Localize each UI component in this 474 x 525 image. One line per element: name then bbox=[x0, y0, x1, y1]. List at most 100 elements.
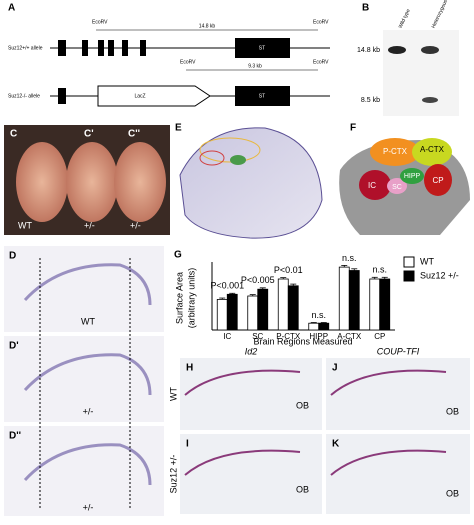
x-tick-label: CP bbox=[374, 332, 385, 341]
panel-e: E bbox=[175, 123, 323, 239]
lane-label: Heterozygous bbox=[431, 0, 450, 29]
y-axis-label: Surface Area bbox=[174, 272, 184, 324]
size-label: 8.5 kb bbox=[361, 97, 380, 104]
annotation: n.s. bbox=[372, 265, 387, 275]
band bbox=[388, 46, 406, 54]
region-outline bbox=[230, 155, 246, 165]
panel-label: F bbox=[350, 123, 356, 134]
exon bbox=[58, 88, 66, 104]
panel-label: B bbox=[362, 3, 369, 14]
region-label: SC bbox=[392, 184, 402, 191]
band bbox=[421, 46, 439, 54]
genotype: WT bbox=[81, 316, 95, 326]
structure-label: OB bbox=[296, 400, 309, 410]
panel-a: A ST EcoRV EcoRV 14.8 kb Suz12+/+ allele… bbox=[8, 3, 330, 107]
size-label: 9.3 kb bbox=[248, 63, 262, 69]
panel-label: D bbox=[9, 251, 16, 262]
x-tick-label: SC bbox=[252, 332, 263, 341]
panel-label: E bbox=[175, 123, 182, 134]
gene-label: COUP-TFI bbox=[377, 346, 420, 356]
exon bbox=[98, 40, 104, 56]
genotype: +/- bbox=[83, 406, 94, 416]
stain bbox=[330, 369, 447, 396]
structure-label: OB bbox=[296, 484, 309, 494]
panel-d: D D' D'' WT +/- +/- bbox=[4, 246, 164, 516]
panel-label: C' bbox=[84, 129, 94, 140]
lane-label: Wild type bbox=[398, 8, 412, 29]
bar bbox=[308, 322, 320, 331]
panel-g: G Surface Area (arbitrary units) Brain R… bbox=[174, 250, 459, 347]
allele-label: Suz12-/- allele bbox=[8, 93, 40, 99]
photo bbox=[326, 358, 470, 430]
panel-c: C C' C'' WT +/- +/- bbox=[4, 125, 170, 235]
legend-label: Suz12 +/- bbox=[420, 270, 459, 280]
section bbox=[23, 353, 152, 396]
region-label: CP bbox=[432, 176, 443, 185]
bar bbox=[257, 288, 269, 331]
section bbox=[179, 127, 323, 239]
cassette bbox=[97, 85, 211, 107]
brain bbox=[114, 142, 166, 222]
annotation: P<0.001 bbox=[210, 281, 244, 291]
genotype: +/- bbox=[130, 220, 141, 230]
annotation: P<0.005 bbox=[241, 275, 275, 285]
panel-hk: H I J K Id2 COUP-TFI WT Suz12 +/- OB OB … bbox=[168, 346, 470, 514]
y-axis-label: (arbitrary units) bbox=[186, 268, 196, 329]
panel-label: A bbox=[8, 3, 15, 14]
x-tick-label: A-CTX bbox=[337, 332, 362, 341]
allele-label: Suz12+/+ allele bbox=[8, 45, 43, 51]
x-tick-label: P-CTX bbox=[276, 332, 301, 341]
region-label: A-CTX bbox=[420, 145, 445, 154]
region-outline bbox=[199, 137, 261, 163]
legend-label: WT bbox=[420, 256, 434, 266]
region bbox=[359, 170, 391, 200]
exon-label: ST bbox=[259, 93, 265, 99]
region bbox=[412, 138, 452, 166]
photo bbox=[4, 246, 164, 332]
panel-b: B Wild type Heterozygous 14.8 kb 8.5 kb bbox=[357, 0, 459, 116]
bar bbox=[338, 266, 350, 331]
panel-label: D' bbox=[9, 341, 19, 352]
region bbox=[370, 138, 420, 166]
panel-label: H bbox=[186, 363, 193, 374]
site-label: EcoRV bbox=[313, 59, 329, 65]
genotype: +/- bbox=[84, 220, 95, 230]
bar bbox=[277, 278, 289, 331]
region-label: P-CTX bbox=[383, 147, 408, 156]
photo bbox=[4, 426, 164, 516]
blot bbox=[383, 30, 459, 116]
size-label: 14.8 kb bbox=[357, 47, 380, 54]
panel-label: I bbox=[186, 439, 189, 450]
genotype: Suz12 +/- bbox=[168, 455, 178, 494]
brain bbox=[66, 142, 118, 222]
region bbox=[387, 178, 407, 194]
region bbox=[400, 168, 424, 184]
photo bbox=[4, 336, 164, 422]
x-axis-label: Brain Regions Measured bbox=[253, 336, 352, 346]
site-label: EcoRV bbox=[180, 59, 196, 65]
genotype: WT bbox=[168, 387, 178, 401]
annotation: P<0.01 bbox=[274, 265, 303, 275]
region-outline bbox=[199, 150, 225, 166]
exon bbox=[140, 40, 146, 56]
region-label: HIPP bbox=[404, 173, 421, 180]
cassette-label: LacZ bbox=[134, 93, 145, 99]
annotation: n.s. bbox=[342, 253, 357, 263]
panel-label: G bbox=[174, 250, 182, 261]
annotation: n.s. bbox=[311, 310, 326, 320]
photo bbox=[180, 358, 322, 430]
exon bbox=[82, 40, 88, 56]
panel-f: F P-CTX A-CTX IC SC HIPP CP bbox=[339, 123, 470, 235]
section bbox=[23, 443, 152, 486]
stain bbox=[184, 369, 301, 396]
brain bbox=[16, 142, 68, 222]
exon-label: ST bbox=[259, 45, 265, 51]
site-label: EcoRV bbox=[92, 19, 108, 25]
size-label: 14.8 kb bbox=[199, 23, 216, 29]
stain bbox=[184, 449, 301, 476]
stain bbox=[330, 449, 447, 476]
site-label: EcoRV bbox=[313, 19, 329, 25]
genotype: WT bbox=[18, 220, 32, 230]
panel-label: D'' bbox=[9, 431, 21, 442]
